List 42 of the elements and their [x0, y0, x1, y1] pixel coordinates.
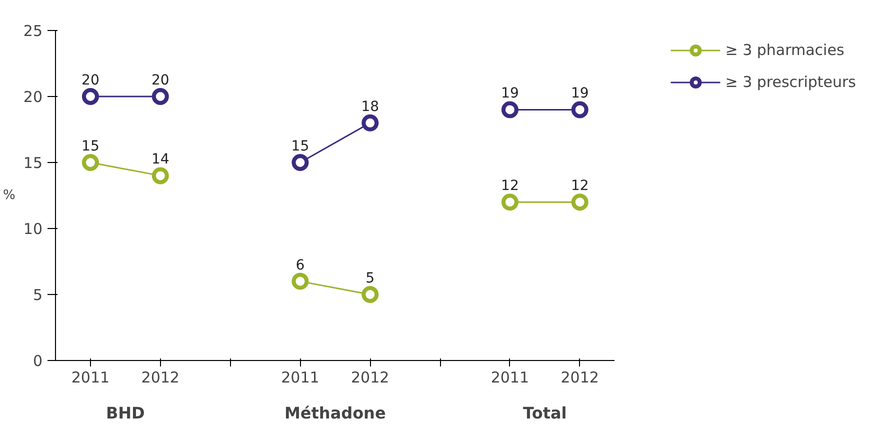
y-tick-label: 5 — [32, 286, 43, 304]
point — [571, 101, 588, 118]
point — [292, 272, 309, 290]
point — [501, 194, 518, 211]
data-label: 15 — [291, 138, 310, 154]
data-label: 12 — [570, 178, 589, 194]
legend-label: ≥ 3 prescripteurs — [725, 73, 856, 91]
x-tick-label: 2012 — [560, 368, 599, 386]
point — [292, 154, 309, 171]
text: Méthadone — [284, 404, 386, 422]
y-axis-title: % — [3, 188, 16, 203]
point — [82, 154, 99, 171]
point — [152, 167, 169, 184]
point — [362, 114, 379, 132]
point — [362, 286, 379, 303]
data-label: 15 — [82, 138, 100, 154]
legend-label: ≥ 3 pharmacies — [725, 41, 844, 59]
x-tick-label: 2011 — [71, 368, 110, 386]
data-label: 18 — [361, 98, 380, 115]
y-tick-label: 10 — [23, 220, 43, 238]
x-tick-label: 2011 — [281, 368, 320, 386]
data-label: 20 — [151, 72, 170, 88]
data-label: 6 — [296, 257, 305, 274]
data-label: 19 — [570, 86, 589, 102]
x-tick-label: 2011 — [490, 368, 530, 386]
data-label: 20 — [82, 72, 100, 88]
data-label: 5 — [366, 270, 375, 286]
x-tick-label: 2012 — [351, 368, 390, 386]
x-tick-label: 2012 — [141, 368, 180, 386]
text: BHD — [106, 404, 145, 422]
data-label: 12 — [501, 178, 519, 194]
point — [152, 88, 169, 105]
point — [82, 88, 99, 105]
y-tick-label: 20 — [23, 88, 43, 106]
data-label: 14 — [151, 152, 170, 168]
point — [501, 101, 518, 118]
point — [571, 194, 588, 211]
y-tick-label: 25 — [23, 22, 43, 40]
y-tick-label: 15 — [23, 154, 43, 172]
data-label: 19 — [501, 86, 519, 102]
y-tick-label: 0 — [32, 352, 43, 370]
text: Total — [523, 404, 567, 422]
